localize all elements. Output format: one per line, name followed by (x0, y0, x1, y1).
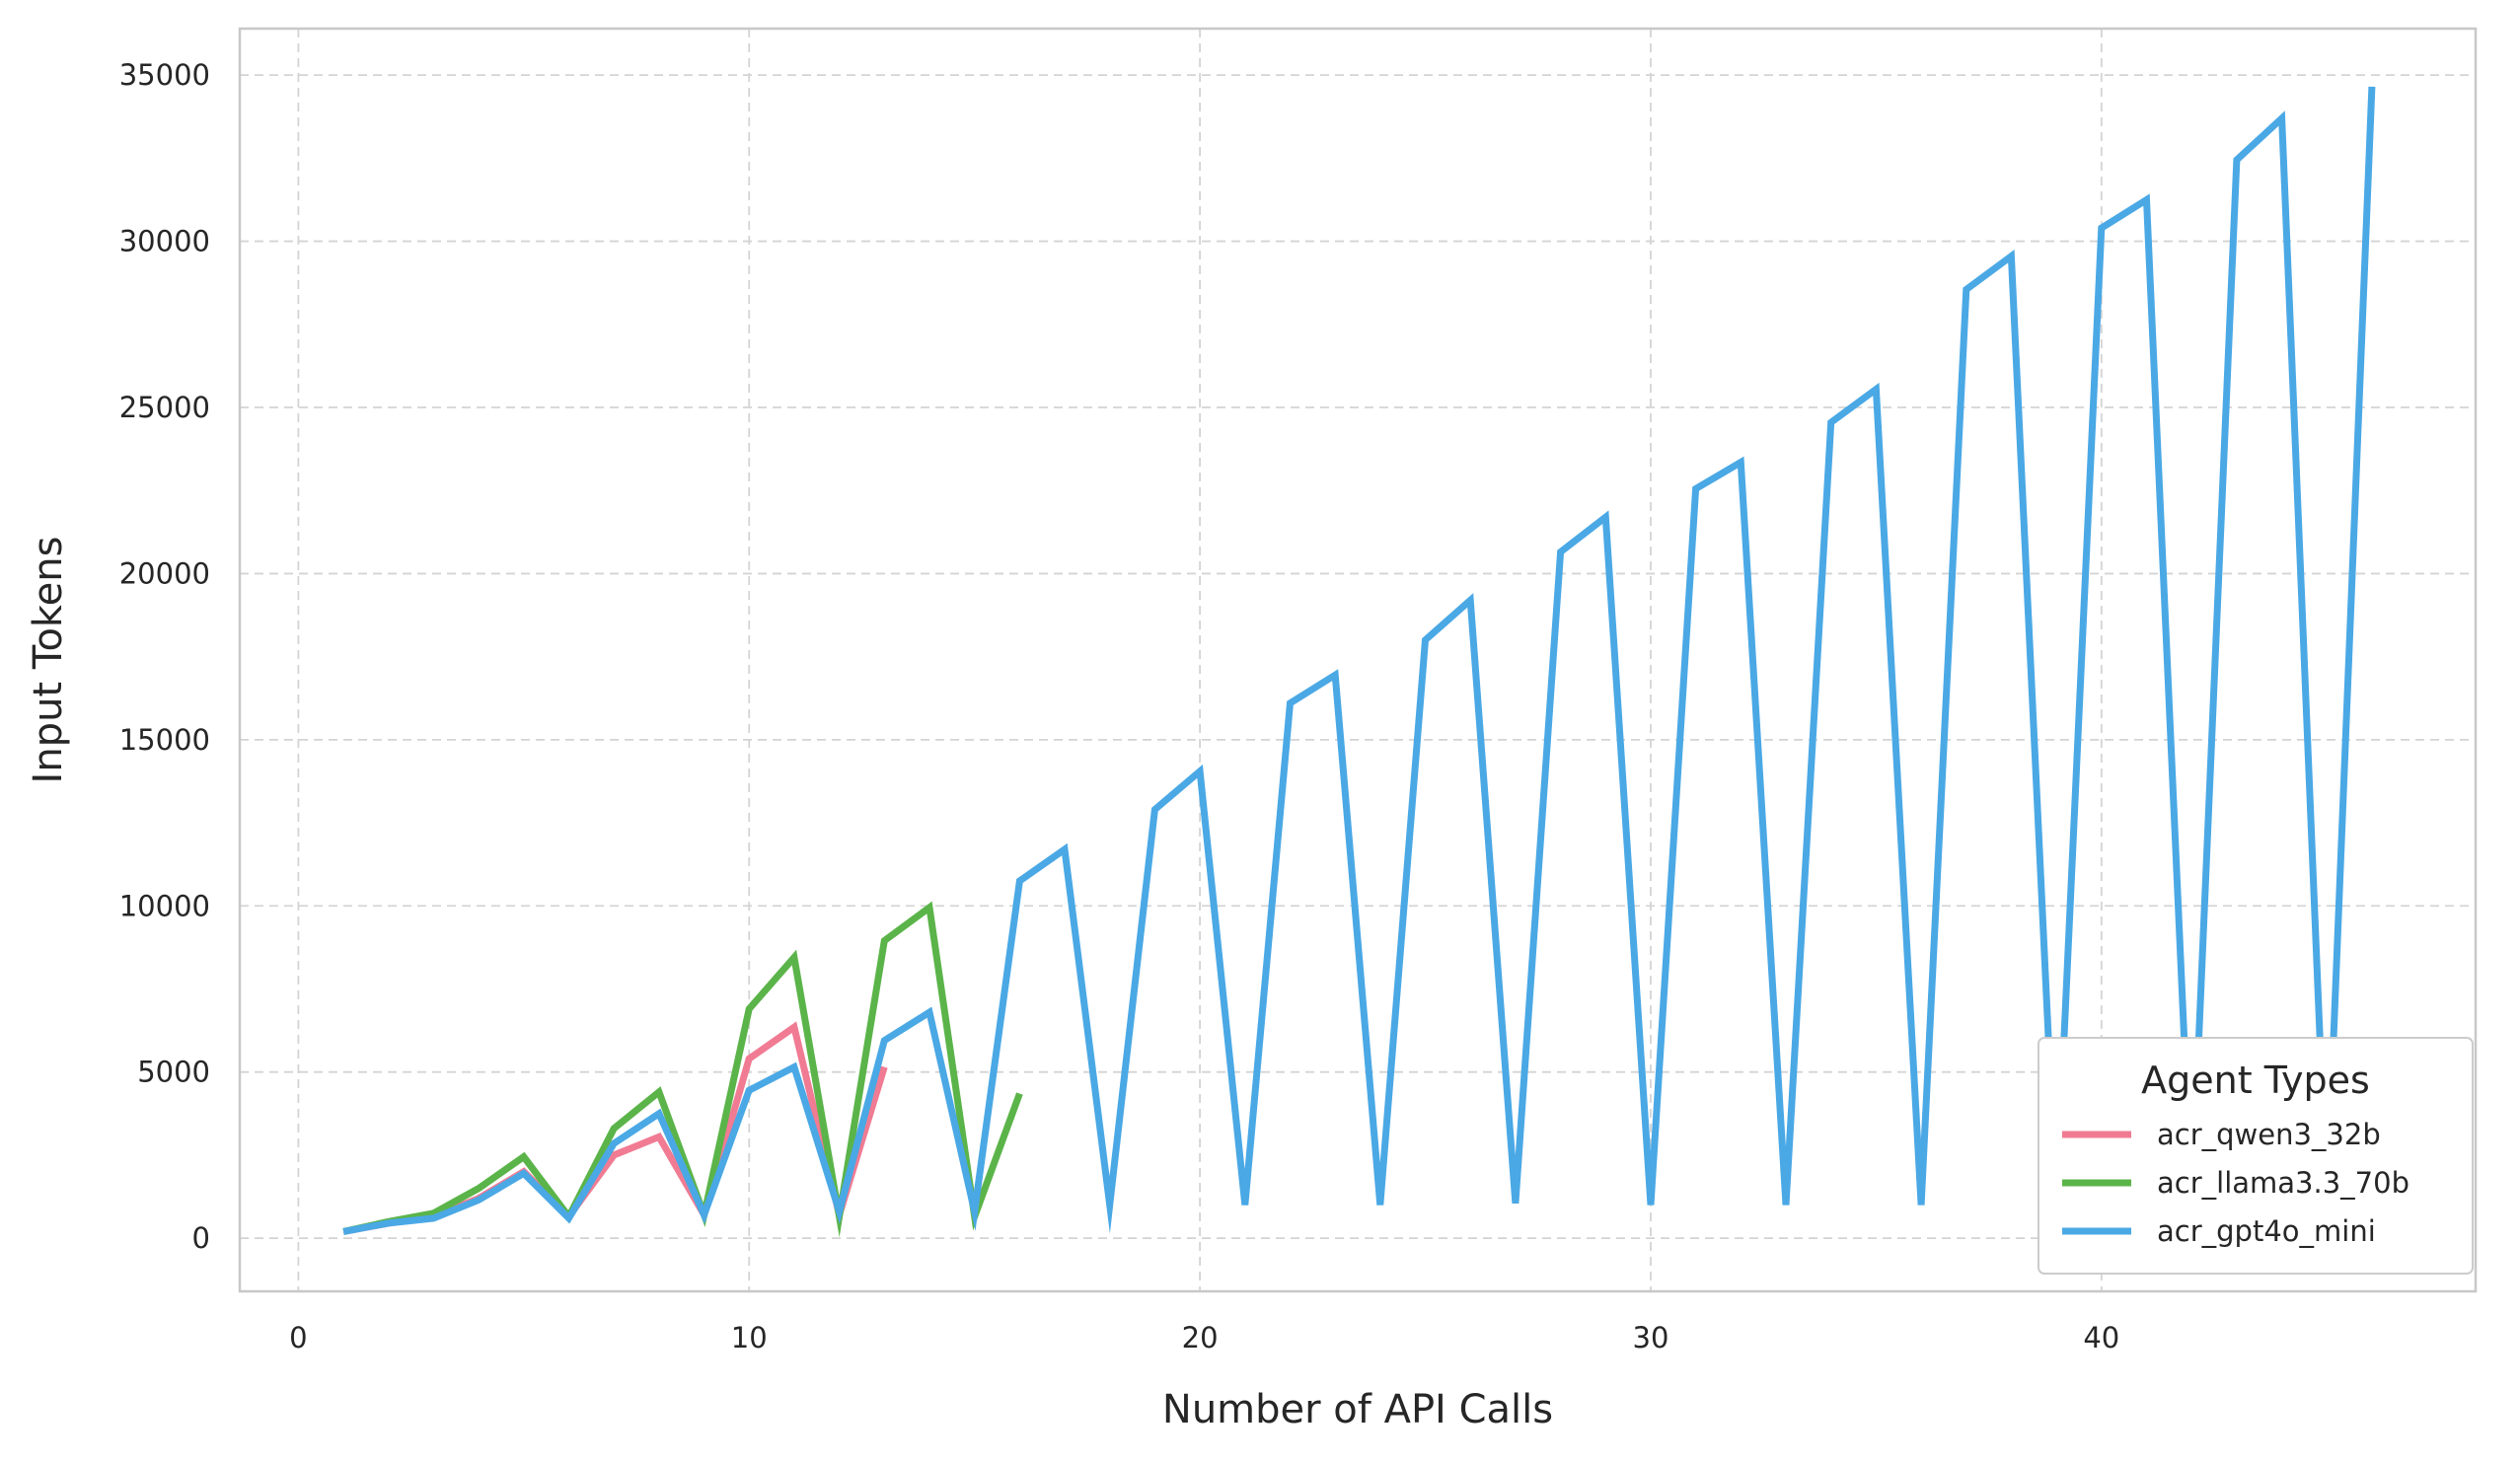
y-tick-label: 10000 (119, 889, 210, 922)
y-tick-label: 0 (192, 1221, 210, 1255)
y-tick-label: 5000 (137, 1056, 210, 1089)
y-tick-labels: 0 5000 10000 15000 20000 25000 30000 35000 (119, 58, 210, 1255)
legend-label: acr_llama3.3_70b (2157, 1166, 2409, 1200)
legend-items: acr_qwen3_32b acr_llama3.3_70b acr_gpt4o_m… (2062, 1118, 2409, 1248)
legend-title: Agent Types (2141, 1059, 2370, 1102)
x-tick-label: 20 (1182, 1321, 1219, 1354)
legend-box (2038, 1037, 2474, 1275)
x-axis-title: Number of API Calls (1162, 1387, 1553, 1432)
y-axis-title: Input Tokens (26, 537, 71, 784)
x-tick-labels: 0 10 20 30 40 (289, 1321, 2119, 1354)
x-tick-label: 30 (1633, 1321, 1669, 1354)
series-lines (342, 86, 2376, 1238)
x-tick-label: 40 (2083, 1321, 2119, 1354)
x-tick-label: 0 (289, 1321, 307, 1354)
series-line-acr-llama3-3-70b (342, 901, 1023, 1238)
grid-lines (240, 29, 2476, 1291)
legend: Agent Types acr_qwen3_32b acr_llama3.3_70… (2038, 1037, 2474, 1275)
y-tick-label: 30000 (119, 225, 210, 258)
y-tick-label: 25000 (119, 391, 210, 424)
y-tick-label: 20000 (119, 556, 210, 590)
y-tick-label: 15000 (119, 723, 210, 757)
y-tick-label: 35000 (119, 58, 210, 92)
legend-label: acr_gpt4o_mini (2157, 1214, 2376, 1248)
series-line-acr-gpt4o-mini (342, 86, 2376, 1235)
legend-label: acr_qwen3_32b (2157, 1118, 2381, 1151)
plot-frame (238, 27, 2478, 1293)
x-tick-label: 10 (731, 1321, 768, 1354)
